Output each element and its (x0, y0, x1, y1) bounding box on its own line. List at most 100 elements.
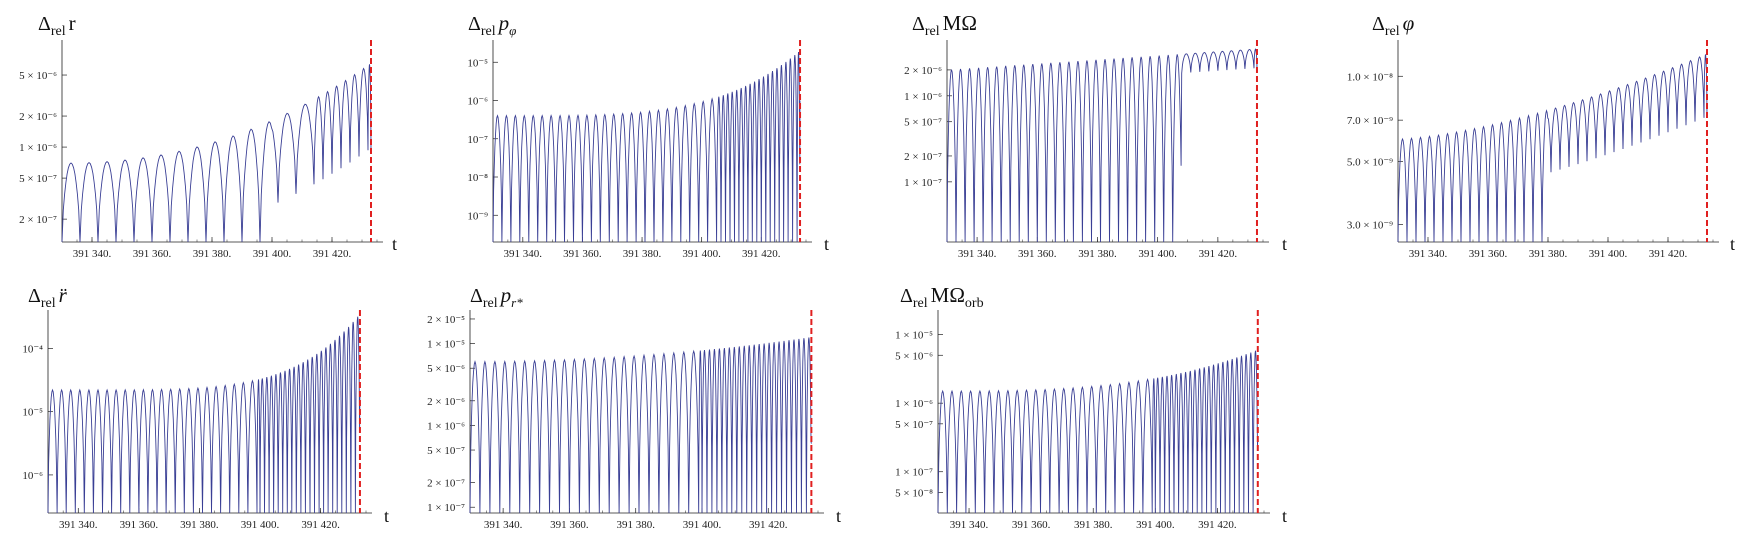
y-tick-label: 1 × 10⁻⁶ (904, 91, 942, 103)
x-tick-label: 391 400. (683, 519, 722, 531)
y-tick-label: 1 × 10⁻⁷ (904, 177, 942, 189)
y-tick-label: 1 × 10⁻⁵ (427, 339, 465, 351)
x-tick-label: 391 420. (749, 519, 788, 531)
y-tick-label: 2 × 10⁻⁵ (427, 314, 465, 326)
y-tick-label: 5 × 10⁻⁷ (427, 445, 465, 457)
chart-panel: 391 340. 391 360. 391 380. 391 400. 391 420.… (22, 283, 389, 531)
x-tick-label: 391 420. (301, 519, 340, 531)
x-tick-label: 391 400. (253, 248, 292, 260)
y-tick-label: 10⁻⁷ (467, 134, 488, 146)
x-tick-label: 391 340. (504, 248, 543, 260)
y-tick-label: 3.0 × 10⁻⁹ (1347, 219, 1393, 231)
y-tick-label: 1 × 10⁻⁷ (427, 502, 465, 514)
y-tick-label: 5 × 10⁻⁶ (895, 350, 933, 362)
x-tick-label: 391 420. (742, 248, 781, 260)
y-tick-label: 5 × 10⁻⁷ (904, 117, 942, 129)
y-tick-label: 2 × 10⁻⁷ (19, 214, 57, 226)
y-tick-label: 1 × 10⁻⁵ (895, 330, 933, 342)
x-tick-label: 391 380. (616, 519, 655, 531)
y-tick-label: 1.0 × 10⁻⁸ (1347, 71, 1393, 83)
x-tick-label: 391 420. (1649, 248, 1688, 260)
x-axis-label: t (384, 506, 389, 526)
x-tick-label: 391 400. (1136, 519, 1175, 531)
chart-panel: 391 340. 391 360. 391 380. 391 400. 391 420.… (1347, 11, 1735, 260)
y-tick-label: 5 × 10⁻⁶ (19, 70, 57, 82)
y-tick-label: 5 × 10⁻⁷ (19, 173, 57, 185)
chart-title: Δrel pr* (470, 283, 523, 311)
x-tick-label: 391 360. (120, 519, 159, 531)
chart-panel: 391 340. 391 360. 391 380. 391 400. 391 420.… (427, 283, 841, 531)
chart-panel: 391 340. 391 360. 391 380. 391 400. 391 420.… (19, 11, 397, 260)
x-axis-label: t (392, 234, 397, 254)
x-tick-label: 391 380. (180, 519, 219, 531)
y-tick-label: 5 × 10⁻⁷ (895, 419, 933, 431)
y-tick-label: 2 × 10⁻⁶ (904, 65, 942, 77)
chart-panel: 391 340. 391 360. 391 380. 391 400. 391 420.… (467, 11, 829, 260)
x-tick-label: 391 380. (623, 248, 662, 260)
x-tick-label: 391 340. (958, 248, 997, 260)
x-axis-label: t (836, 506, 841, 526)
x-tick-label: 391 360. (550, 519, 589, 531)
x-tick-label: 391 340. (59, 519, 98, 531)
data-series-line (937, 350, 1259, 514)
x-tick-label: 391 380. (1074, 519, 1113, 531)
x-tick-label: 391 360. (133, 248, 172, 260)
y-tick-label: 10⁻⁶ (467, 96, 488, 108)
x-tick-label: 391 420. (313, 248, 352, 260)
data-series-line (47, 316, 361, 514)
x-tick-label: 391 340. (950, 519, 989, 531)
x-tick-label: 391 420. (1199, 248, 1238, 260)
data-series-line (946, 48, 1258, 243)
x-tick-label: 391 340. (73, 248, 112, 260)
x-tick-label: 391 380. (193, 248, 232, 260)
y-tick-label: 5.0 × 10⁻⁹ (1347, 157, 1393, 169)
y-tick-label: 1 × 10⁻⁶ (427, 420, 465, 432)
x-tick-label: 391 340. (484, 519, 523, 531)
x-tick-label: 391 400. (241, 519, 280, 531)
y-tick-label: 10⁻⁹ (467, 210, 488, 222)
y-tick-label: 10⁻⁸ (467, 172, 488, 184)
y-tick-label: 10⁻⁴ (22, 343, 43, 355)
y-tick-label: 2 × 10⁻⁷ (427, 478, 465, 490)
y-tick-label: 2 × 10⁻⁶ (19, 111, 57, 123)
x-axis-label: t (1730, 234, 1735, 254)
data-series-line (492, 51, 801, 243)
chart-panel: 391 340. 391 360. 391 380. 391 400. 391 420.… (904, 11, 1287, 260)
data-series-line (61, 64, 372, 243)
chart-title: Δrel r̈ (28, 283, 68, 311)
y-tick-label: 1 × 10⁻⁶ (895, 398, 933, 410)
chart-title: Δrel pφ (468, 11, 516, 39)
y-tick-label: 1 × 10⁻⁷ (895, 467, 933, 479)
chart-title: Δrel r (38, 11, 76, 39)
y-tick-label: 10⁻⁵ (467, 57, 488, 69)
y-tick-label: 5 × 10⁻⁸ (895, 487, 933, 499)
chart-title: Δrel φ (1372, 11, 1415, 39)
x-tick-label: 391 420. (1198, 519, 1237, 531)
y-tick-label: 7.0 × 10⁻⁹ (1347, 115, 1393, 127)
x-axis-label: t (824, 234, 829, 254)
chart-panel: 391 340. 391 360. 391 380. 391 400. 391 420.… (895, 283, 1287, 531)
chart-title: Δrel MΩ (912, 11, 977, 39)
data-series-line (1397, 54, 1708, 243)
x-tick-label: 391 380. (1078, 248, 1117, 260)
x-tick-label: 391 360. (1469, 248, 1508, 260)
y-tick-label: 5 × 10⁻⁶ (427, 363, 465, 375)
x-tick-label: 391 360. (563, 248, 602, 260)
x-tick-label: 391 380. (1529, 248, 1568, 260)
x-tick-label: 391 400. (1589, 248, 1628, 260)
x-tick-label: 391 360. (1018, 248, 1057, 260)
x-tick-label: 391 360. (1012, 519, 1051, 531)
y-tick-label: 10⁻⁵ (22, 407, 43, 419)
y-tick-label: 2 × 10⁻⁶ (427, 396, 465, 408)
x-axis-label: t (1282, 506, 1287, 526)
y-tick-label: 1 × 10⁻⁶ (19, 142, 57, 154)
y-tick-label: 2 × 10⁻⁷ (904, 151, 942, 163)
x-axis-label: t (1282, 234, 1287, 254)
data-series-line (469, 337, 812, 514)
y-tick-label: 10⁻⁶ (22, 470, 43, 482)
chart-title: Δrel MΩorb (900, 283, 984, 311)
x-tick-label: 391 400. (682, 248, 721, 260)
x-tick-label: 391 400. (1138, 248, 1177, 260)
x-tick-label: 391 340. (1409, 248, 1448, 260)
